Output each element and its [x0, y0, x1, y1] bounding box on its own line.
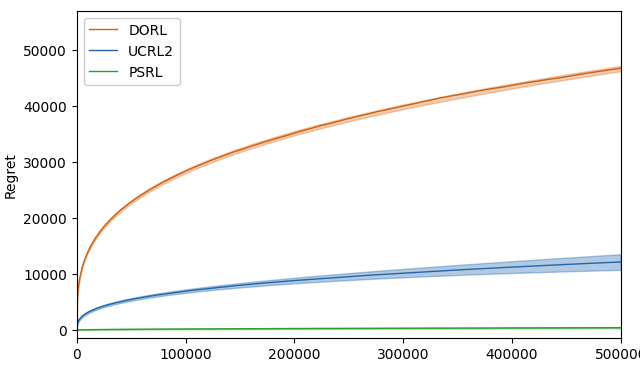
UCRL2 [323, 276, 331, 280]
PSRL [337, 326, 345, 331]
UCRL2 [501, 265, 509, 270]
UCRL2 [100, 303, 108, 308]
UCRL2 [73, 327, 81, 332]
Y-axis label: Regret: Regret [4, 152, 18, 198]
UCRL2 [337, 275, 345, 279]
DORL [601, 68, 609, 73]
DORL [617, 66, 625, 70]
PSRL [601, 326, 609, 330]
Line: PSRL: PSRL [77, 328, 621, 330]
PSRL [601, 326, 609, 330]
UCRL2 [617, 260, 625, 264]
PSRL [617, 326, 625, 330]
PSRL [73, 328, 81, 332]
Legend: DORL, UCRL2, PSRL: DORL, UCRL2, PSRL [84, 18, 180, 85]
Line: UCRL2: UCRL2 [77, 262, 621, 329]
DORL [323, 122, 331, 126]
PSRL [501, 326, 509, 330]
DORL [337, 118, 345, 123]
UCRL2 [601, 261, 609, 265]
DORL [501, 85, 509, 89]
DORL [601, 68, 609, 73]
PSRL [100, 327, 108, 332]
DORL [100, 224, 108, 228]
UCRL2 [601, 261, 609, 265]
Line: DORL: DORL [77, 68, 621, 326]
DORL [73, 323, 81, 328]
DORL [617, 66, 625, 70]
PSRL [323, 326, 331, 331]
